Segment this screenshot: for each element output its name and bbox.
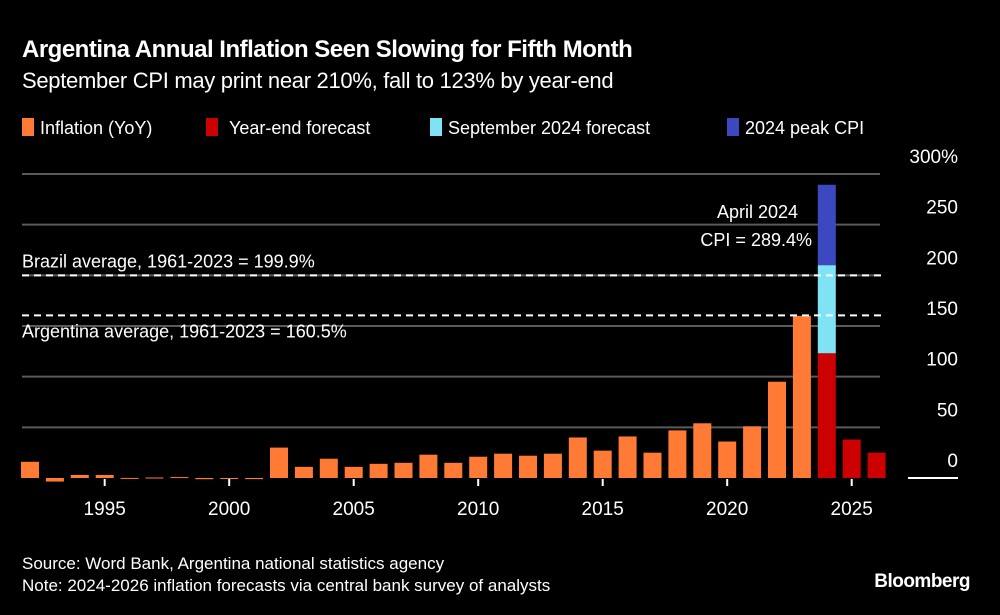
bar-inflation-2014: [568, 437, 587, 478]
chart-title: Argentina Annual Inflation Seen Slowing …: [22, 36, 632, 63]
reference-label-0: Brazil average, 1961-2023 = 199.9%: [22, 251, 315, 271]
bar-inflation-2019: [693, 423, 712, 478]
y-tick-label-50: 50: [937, 400, 958, 421]
legend-label-september: September 2024 forecast: [448, 118, 650, 138]
reference-lines: Brazil average, 1961-2023 = 199.9% Argent…: [22, 251, 882, 341]
bar-inflation-2012: [519, 455, 537, 478]
legend-swatch-september: [430, 118, 442, 136]
bar-inflation-2021: [743, 426, 762, 478]
annotation-april-2024: April 2024: [717, 202, 798, 222]
bar-inflation-2011: [494, 453, 513, 478]
bar-inflation-2023: [792, 315, 811, 478]
bar-inflation-2002: [270, 447, 288, 478]
bar-peak-cpi-2024: [817, 184, 836, 266]
bar-inflation-1996: [120, 477, 139, 479]
bar-inflation-2013: [543, 453, 562, 478]
bar-inflation-2008: [419, 454, 438, 478]
bar-inflation-2015: [593, 450, 612, 478]
bar-inflation-2000: [220, 478, 239, 479]
bar-inflation-2010: [469, 456, 488, 478]
x-tick-label-2025: 2025: [831, 499, 873, 520]
gridlines: [22, 173, 880, 429]
bar-inflation-2017: [643, 452, 662, 478]
y-tick-label-250: 250: [926, 198, 958, 219]
legend: Inflation (YoY) Year-end forecast Septem…: [22, 118, 864, 138]
bar-inflation-1993: [45, 478, 64, 482]
bar-inflation-2018: [668, 430, 687, 478]
bar-inflation-1997: [145, 477, 164, 479]
bar-inflation-2003: [294, 466, 313, 478]
y-tick-label-150: 150: [926, 299, 958, 320]
bars: [21, 184, 886, 482]
source-note: Source: Word Bank, Argentina national st…: [22, 554, 445, 573]
x-tick-label-1995: 1995: [84, 499, 126, 520]
bar-inflation-1992: [21, 461, 39, 478]
bar-year-end-forecast-2024: [817, 353, 836, 478]
bar-inflation-2022: [768, 381, 786, 478]
reference-label-1: Argentina average, 1961-2023 = 160.5%: [22, 321, 347, 341]
bar-inflation-2007: [394, 462, 413, 478]
bar-inflation-2005: [344, 466, 363, 478]
annotation-cpi-value: CPI = 289.4%: [700, 230, 812, 250]
legend-swatch-peak: [727, 118, 739, 136]
y-tick-label-300: 300%: [909, 147, 958, 168]
legend-label-year-end: Year-end forecast: [229, 118, 370, 138]
y-tick-label-100: 100: [926, 350, 958, 371]
bloomberg-logo: Bloomberg: [874, 571, 970, 592]
legend-swatch-inflation: [22, 118, 34, 136]
legend-swatch-year-end: [206, 118, 218, 136]
bar-inflation-2009: [444, 462, 463, 478]
x-axis: 1995 2000 2005 2010 2015 2020 2025: [84, 479, 873, 520]
x-tick-label-2000: 2000: [208, 499, 250, 520]
bar-inflation-1995: [95, 474, 114, 478]
y-tick-label-200: 200: [926, 248, 958, 269]
bar-september-forecast-2024: [817, 265, 836, 354]
x-tick-label-2020: 2020: [706, 499, 748, 520]
bar-year-end-forecast-2026: [867, 452, 886, 478]
x-tick-label-2005: 2005: [333, 499, 375, 520]
legend-label-inflation: Inflation (YoY): [40, 118, 152, 138]
bar-inflation-2020: [718, 441, 737, 478]
bar-inflation-2006: [369, 463, 388, 478]
x-tick-label-2010: 2010: [457, 499, 499, 520]
y-tick-label-0: 0: [947, 451, 958, 472]
bar-year-end-forecast-2025: [842, 439, 861, 478]
bar-inflation-1998: [170, 477, 189, 479]
bar-inflation-2004: [319, 458, 338, 478]
bar-inflation-1999: [195, 478, 214, 480]
bar-inflation-2016: [618, 436, 637, 478]
chart-subtitle: September CPI may print near 210%, fall …: [22, 68, 613, 93]
legend-label-peak: 2024 peak CPI: [745, 118, 864, 138]
x-tick-label-2015: 2015: [582, 499, 624, 520]
bar-inflation-1994: [70, 474, 89, 478]
bar-inflation-2001: [245, 478, 264, 480]
footnote: Note: 2024-2026 inflation forecasts via …: [22, 576, 550, 595]
y-axis: 0 50 100 150 200 250 300%: [908, 147, 958, 479]
